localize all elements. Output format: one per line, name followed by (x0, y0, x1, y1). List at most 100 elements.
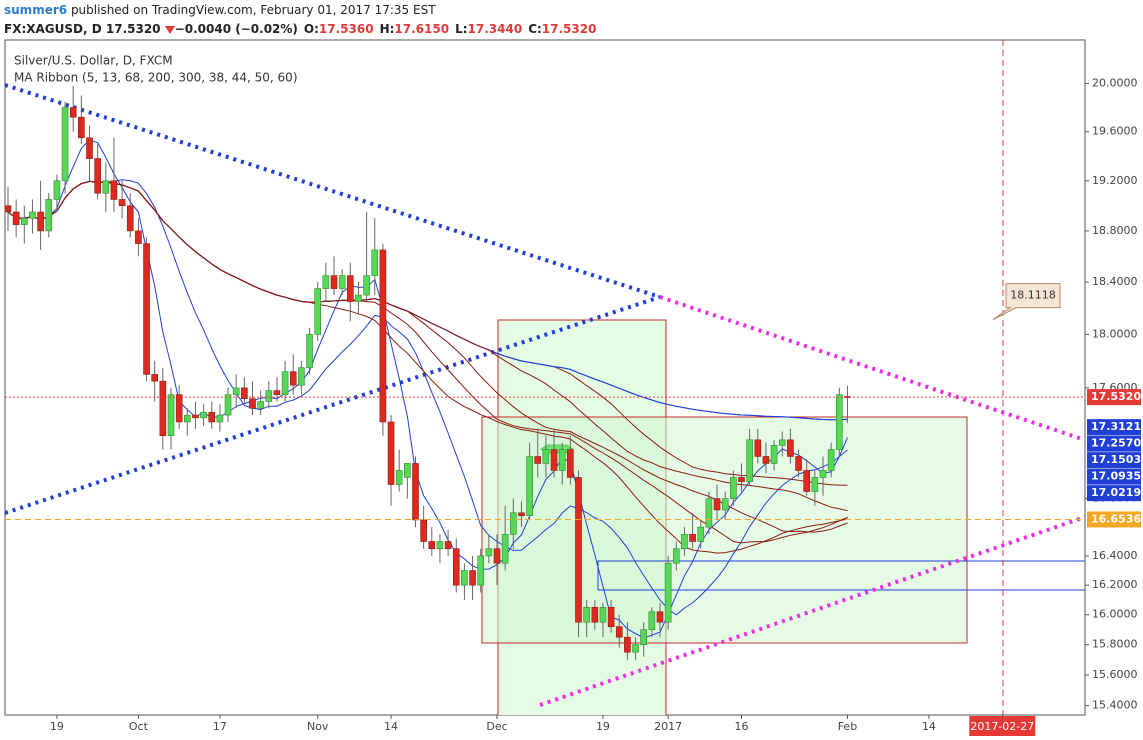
candle-body (469, 570, 476, 586)
candle-body (94, 158, 101, 194)
candle-body (738, 477, 745, 482)
trend-line (5, 83, 661, 299)
candle-body (37, 211, 44, 232)
x-tick-label: Oct (129, 720, 149, 733)
candle-body (273, 390, 281, 395)
candle-body (86, 137, 93, 159)
field-label: C: (528, 22, 542, 36)
candle-body (314, 288, 322, 335)
trend-line (539, 515, 1085, 707)
candle-body (379, 249, 387, 423)
candle-body (395, 470, 403, 485)
y-tick-label: 18.0000 (1092, 327, 1138, 340)
date-marker-label-bg (969, 716, 1036, 736)
user-name[interactable]: summer6 (4, 3, 68, 17)
x-tick-label: 19 (596, 720, 610, 733)
symbol: FX:XAGUSD, D (4, 22, 102, 36)
candle-body (69, 107, 77, 118)
publish-line: summer6 published on TradingView.com, Fe… (4, 3, 436, 17)
candle-body (583, 607, 590, 623)
candle-body (232, 387, 240, 395)
y-tick-label: 15.8000 (1092, 638, 1138, 651)
y-tick-label: 16.0000 (1092, 608, 1138, 621)
price-label-bg (1087, 435, 1141, 452)
y-tick-label: 15.6000 (1092, 668, 1138, 681)
candle-body (29, 211, 36, 219)
y-tick-label: 18.4000 (1092, 275, 1138, 288)
candle-body (811, 477, 819, 492)
field-value: 17.6150 (394, 22, 450, 36)
candle-body (20, 217, 28, 225)
candle-body (526, 456, 533, 516)
field-label: H: (379, 22, 395, 36)
y-tick-label: 19.6000 (1092, 125, 1138, 138)
price-label: 17.0935 (1091, 470, 1141, 483)
candle-body (803, 470, 811, 492)
candle-body (713, 498, 721, 511)
candle-body (135, 230, 142, 244)
candle-body (249, 398, 256, 409)
x-tick-label: Feb (838, 720, 857, 733)
candle-body (795, 456, 802, 471)
ma-line (7, 179, 848, 616)
candle-body (200, 412, 207, 419)
candle-body (298, 367, 305, 386)
candle-body (762, 456, 770, 464)
level-line (597, 560, 1085, 590)
symbol-line: FX:XAGUSD, D 17.5320 −0.0040 (−0.02%) O:1… (4, 22, 596, 36)
x-tick-label: 16 (735, 720, 749, 733)
candle-body (159, 380, 167, 436)
down-arrow (164, 26, 175, 34)
price-label: 17.2570 (1091, 437, 1141, 450)
candle-body (241, 387, 248, 400)
candle-body (338, 275, 346, 289)
candle-body (110, 180, 118, 200)
candle-body (216, 414, 224, 423)
candle-body (102, 180, 110, 194)
candle-body (599, 607, 607, 623)
price-label: 17.0219 (1091, 486, 1141, 499)
candle-body (5, 205, 12, 213)
candle-body (835, 394, 843, 450)
x-tick-label: 17 (213, 720, 227, 733)
x-tick-label: 19 (50, 720, 64, 733)
candle-body (640, 629, 648, 645)
candle-body (558, 449, 566, 471)
x-tick-label: 14 (922, 720, 936, 733)
x-tick-label: Nov (307, 720, 329, 733)
y-tick-label: 20.0000 (1092, 77, 1138, 90)
candle-body (689, 533, 696, 542)
candle-body (534, 456, 542, 464)
candle-body (615, 626, 623, 638)
candle-body (208, 412, 216, 423)
ohlc-fields: O:17.5360 H:17.6150 L:17.3440 C:17.5320 (298, 22, 597, 36)
candle-body (770, 445, 778, 464)
candle-body (12, 211, 20, 225)
indicator-label: MA Ribbon (5, 13, 68, 200, 300, 38, 44, … (14, 71, 298, 85)
candle-body (493, 548, 501, 564)
candle-body (45, 199, 53, 232)
candle-body (567, 449, 574, 478)
candle-body (61, 107, 69, 182)
last-price: 17.5320 (105, 22, 161, 36)
candle-body (656, 611, 664, 623)
candle-body (477, 555, 485, 586)
price-label-bg (1087, 485, 1141, 502)
candle-body (664, 562, 672, 623)
candle-body (404, 463, 411, 478)
candle-body (705, 498, 713, 528)
x-tick-label: 2017 (654, 720, 682, 733)
y-tick-label: 19.2000 (1092, 174, 1138, 187)
candle-body (607, 607, 615, 627)
candle-body (681, 533, 688, 550)
candle-body (306, 334, 313, 368)
y-tick-label: 16.4000 (1092, 549, 1138, 562)
candle-body (787, 439, 794, 457)
candle-body (118, 199, 126, 207)
candle-body (224, 394, 232, 416)
candle-body (746, 439, 753, 482)
field-value: 17.5360 (318, 22, 374, 36)
candle-body (257, 401, 264, 409)
candle-body (53, 180, 61, 200)
candle-body (461, 570, 468, 586)
